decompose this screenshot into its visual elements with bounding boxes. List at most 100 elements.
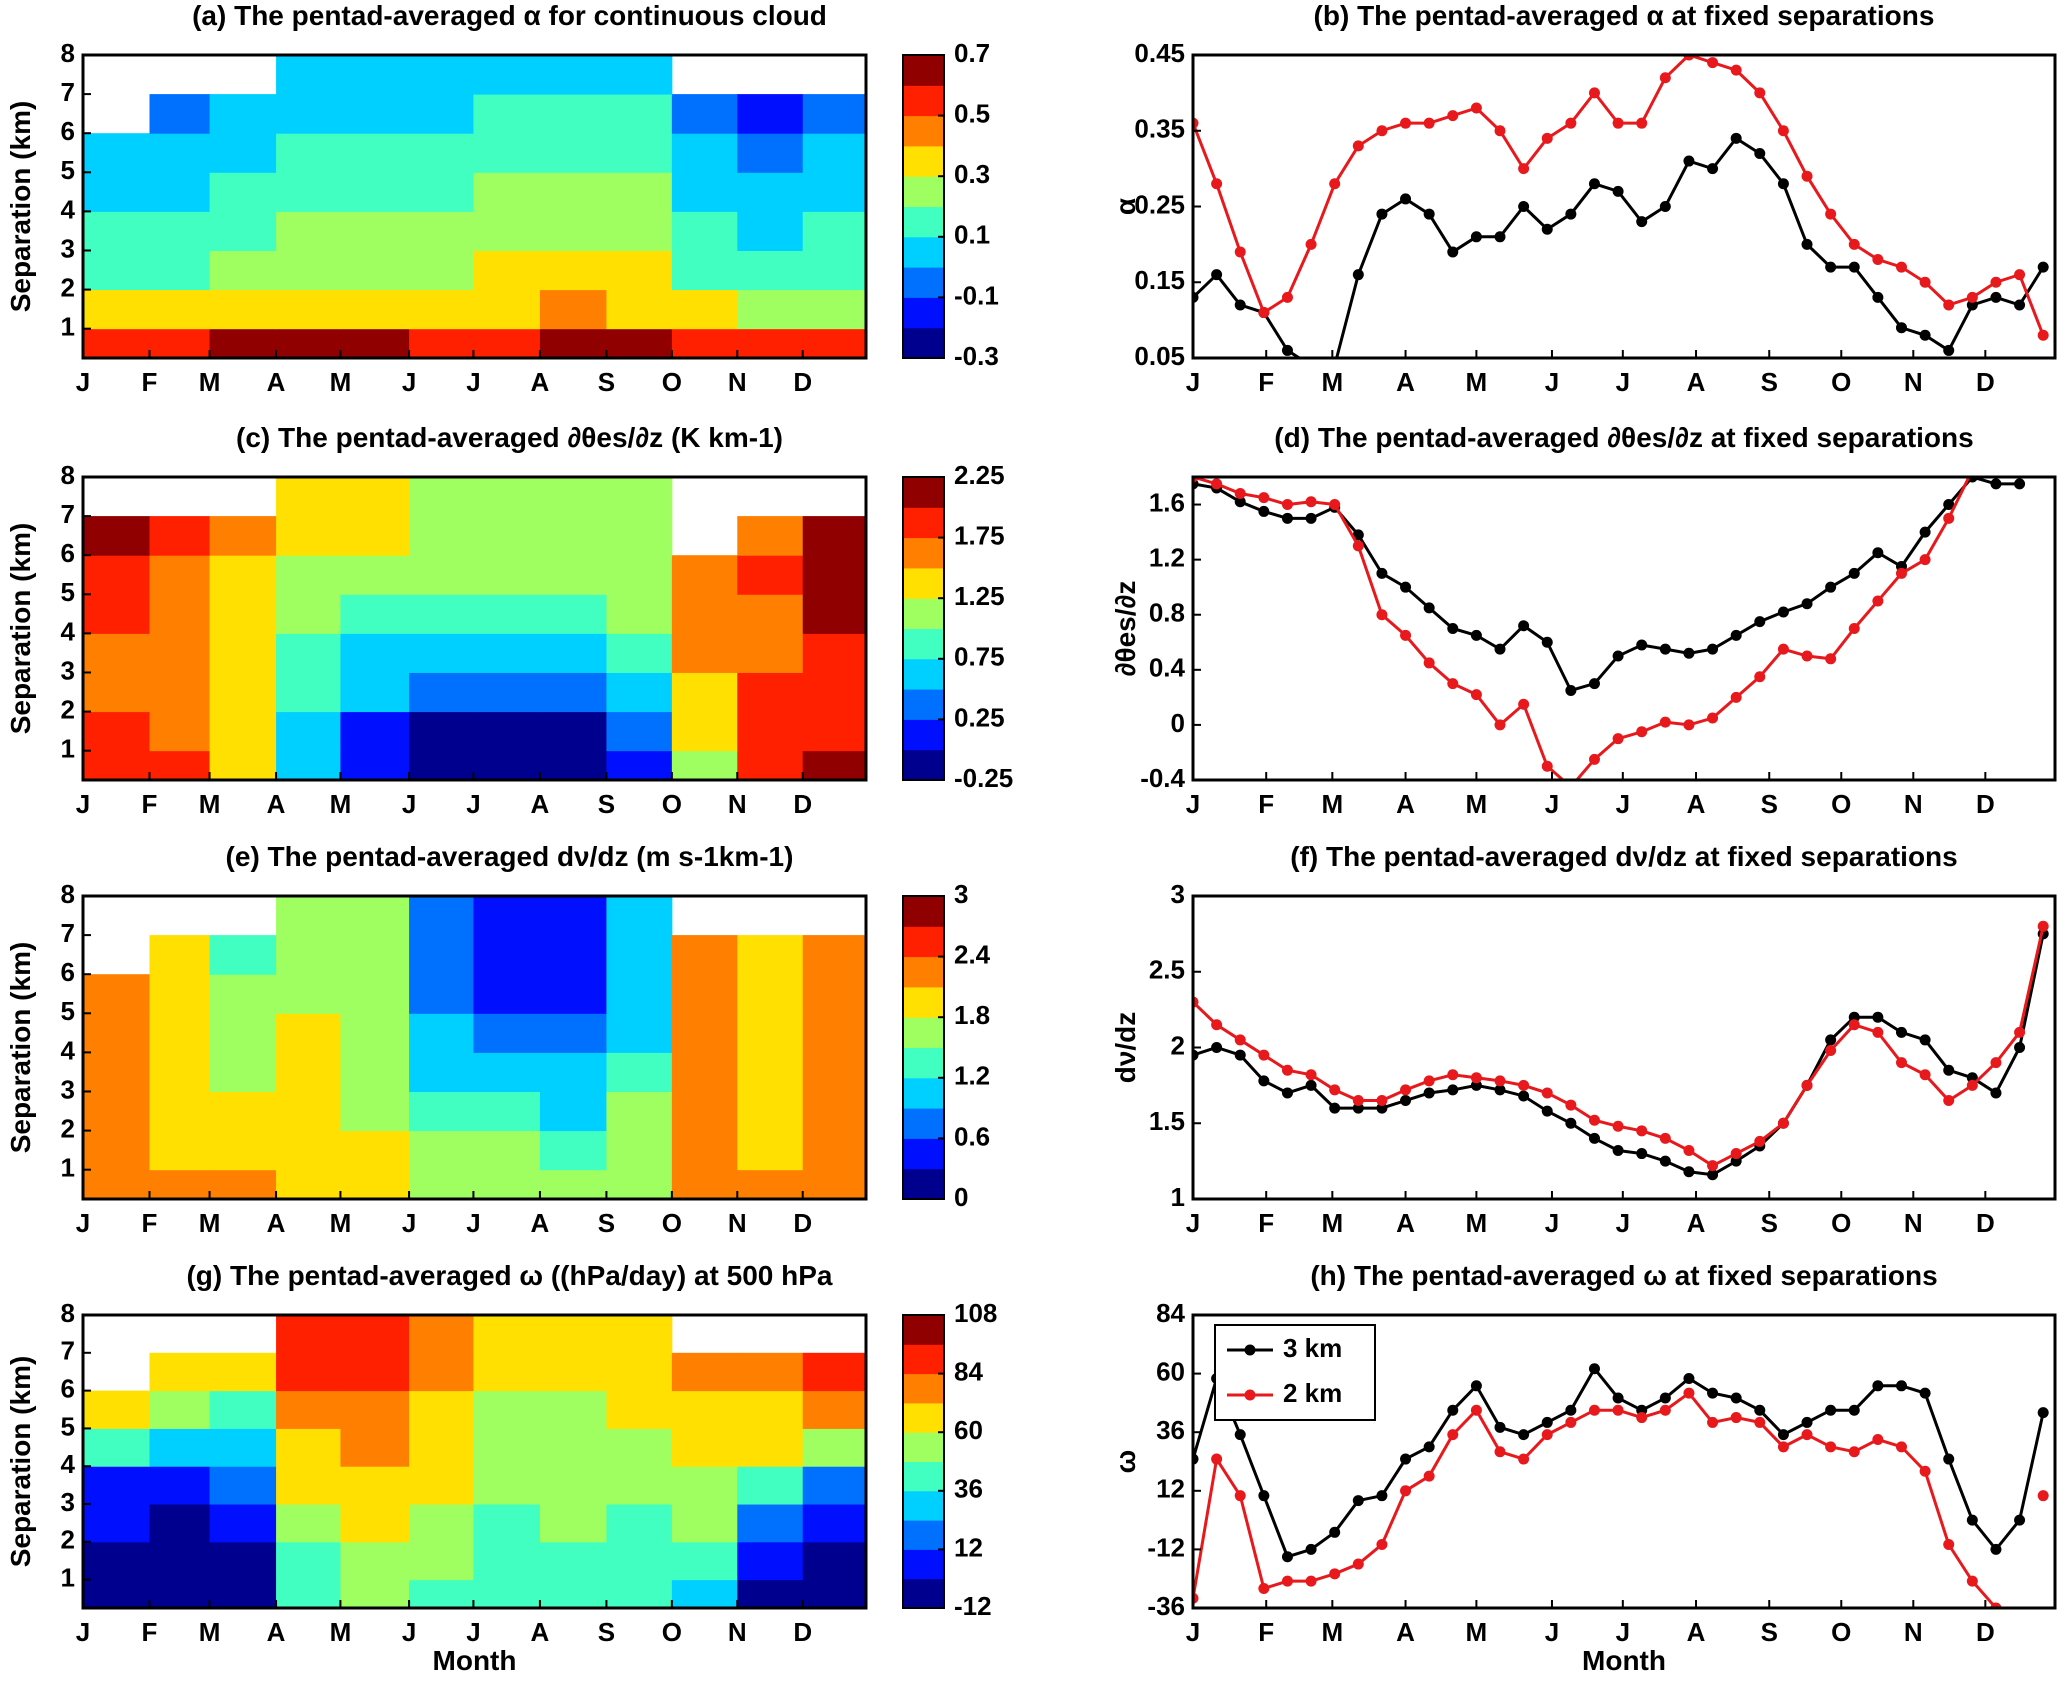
series-marker — [1872, 1434, 1884, 1446]
colorbar-band — [903, 1578, 944, 1609]
colorbar-band — [903, 55, 944, 86]
x-tick-label: M — [1466, 1208, 1488, 1238]
series-marker — [1919, 1069, 1931, 1081]
series-marker — [1234, 1034, 1246, 1046]
series-marker — [1848, 261, 1860, 273]
heat-cell — [209, 516, 277, 556]
x-tick-label: J — [1616, 367, 1630, 397]
series-marker — [1423, 1441, 1435, 1453]
y-tick-label: 0 — [1171, 708, 1185, 738]
heat-cell — [737, 1428, 804, 1467]
x-tick-label: F — [1258, 1208, 1274, 1238]
heat-cell — [149, 250, 211, 291]
heat-cell — [802, 594, 866, 634]
heat-cell — [409, 172, 474, 212]
x-tick-label: J — [1186, 1617, 1200, 1647]
series-marker — [1872, 1380, 1884, 1392]
series-marker — [1825, 1034, 1837, 1046]
series-marker — [1967, 465, 1978, 476]
colorbar-label: 0.6 — [954, 1121, 990, 1151]
heat-cell — [539, 935, 607, 975]
heat-cell — [409, 935, 474, 975]
colorbar-band — [903, 327, 944, 359]
series-marker — [1447, 1069, 1459, 1081]
series-marker — [1329, 1568, 1341, 1580]
panel: (a) The pentad-averaged α for continuous… — [5, 0, 999, 397]
x-tick-label: A — [531, 1617, 550, 1647]
x-tick-label: A — [531, 1208, 550, 1238]
series-marker — [1447, 246, 1459, 258]
plot-area — [83, 1315, 866, 1608]
series-marker — [2014, 1026, 2026, 1038]
series-marker — [1801, 650, 1813, 662]
y-tick-label: 1.2 — [1149, 543, 1185, 573]
heat-cell — [276, 633, 341, 673]
series-marker — [1329, 178, 1341, 190]
x-tick-label: S — [598, 367, 615, 397]
heat-cell — [802, 633, 866, 673]
heat-cell — [671, 672, 738, 713]
series-marker — [1683, 647, 1695, 659]
colorbar-label: 0.3 — [954, 159, 990, 189]
series-marker — [1754, 616, 1766, 628]
series-marker — [1281, 344, 1293, 356]
heat-cell — [83, 172, 151, 212]
series-marker — [1801, 598, 1813, 610]
heat-cell — [83, 555, 151, 595]
x-tick-label: A — [1687, 1208, 1706, 1238]
heat-cell — [276, 1466, 341, 1505]
heat-cell — [149, 594, 211, 634]
x-tick-label: J — [1186, 367, 1200, 397]
y-tick-label: 3 — [61, 655, 75, 685]
y-tick-label: 2 — [61, 272, 75, 302]
heat-cell — [276, 672, 341, 713]
y-tick-label: 4 — [61, 616, 76, 646]
heat-cell — [802, 1352, 866, 1392]
series-marker — [1801, 1079, 1813, 1091]
heat-cell — [276, 1390, 341, 1429]
heat-cell — [149, 750, 211, 780]
heat-cell — [606, 555, 673, 595]
heat-cell — [409, 1541, 474, 1581]
series-marker — [1518, 163, 1530, 175]
colorbar-band — [903, 1344, 944, 1375]
panel: (c) The pentad-averaged ∂θes/∂z (K km-1)… — [5, 422, 1013, 819]
heat-cell — [606, 672, 673, 713]
axes-frame — [81, 1313, 868, 1610]
x-tick-label: D — [793, 1617, 812, 1647]
heat-cell — [737, 1466, 804, 1505]
heat-cell — [737, 211, 804, 251]
heat-cell — [802, 1504, 866, 1543]
heat-cell — [276, 1130, 341, 1171]
heat-cell — [409, 211, 474, 251]
x-tick-label: D — [1976, 789, 1995, 819]
series-marker — [1612, 117, 1624, 129]
series-marker — [1659, 643, 1671, 655]
x-tick-label: A — [1396, 789, 1415, 819]
heat-cell — [209, 555, 277, 595]
y-tick-label: 2 — [61, 1525, 75, 1555]
series-marker — [1895, 567, 1907, 579]
colorbar-label: 1.25 — [954, 581, 1005, 611]
series-marker — [1777, 606, 1789, 618]
heat-cell — [671, 172, 738, 212]
panel: (b) The pentad-averaged α at fixed separ… — [1110, 0, 2057, 397]
series-marker — [1895, 1380, 1907, 1392]
heat-cell — [149, 1390, 211, 1429]
heat-cell — [539, 172, 607, 212]
series-marker — [1565, 1416, 1577, 1428]
series-marker — [1825, 1045, 1837, 1057]
heat-cell — [340, 1504, 410, 1543]
heat-cell — [473, 477, 541, 517]
heat-cell — [473, 516, 541, 556]
x-tick-label: A — [267, 1208, 286, 1238]
y-tick-label: -12 — [1147, 1532, 1185, 1562]
x-tick-label: D — [793, 789, 812, 819]
heat-cell — [802, 1428, 866, 1467]
series-marker — [1754, 1416, 1766, 1428]
x-tick-label: J — [1545, 367, 1559, 397]
heat-cell — [149, 1013, 211, 1053]
x-tick-label: A — [267, 1617, 286, 1647]
series-marker — [1730, 629, 1742, 641]
heat-cell — [473, 555, 541, 595]
